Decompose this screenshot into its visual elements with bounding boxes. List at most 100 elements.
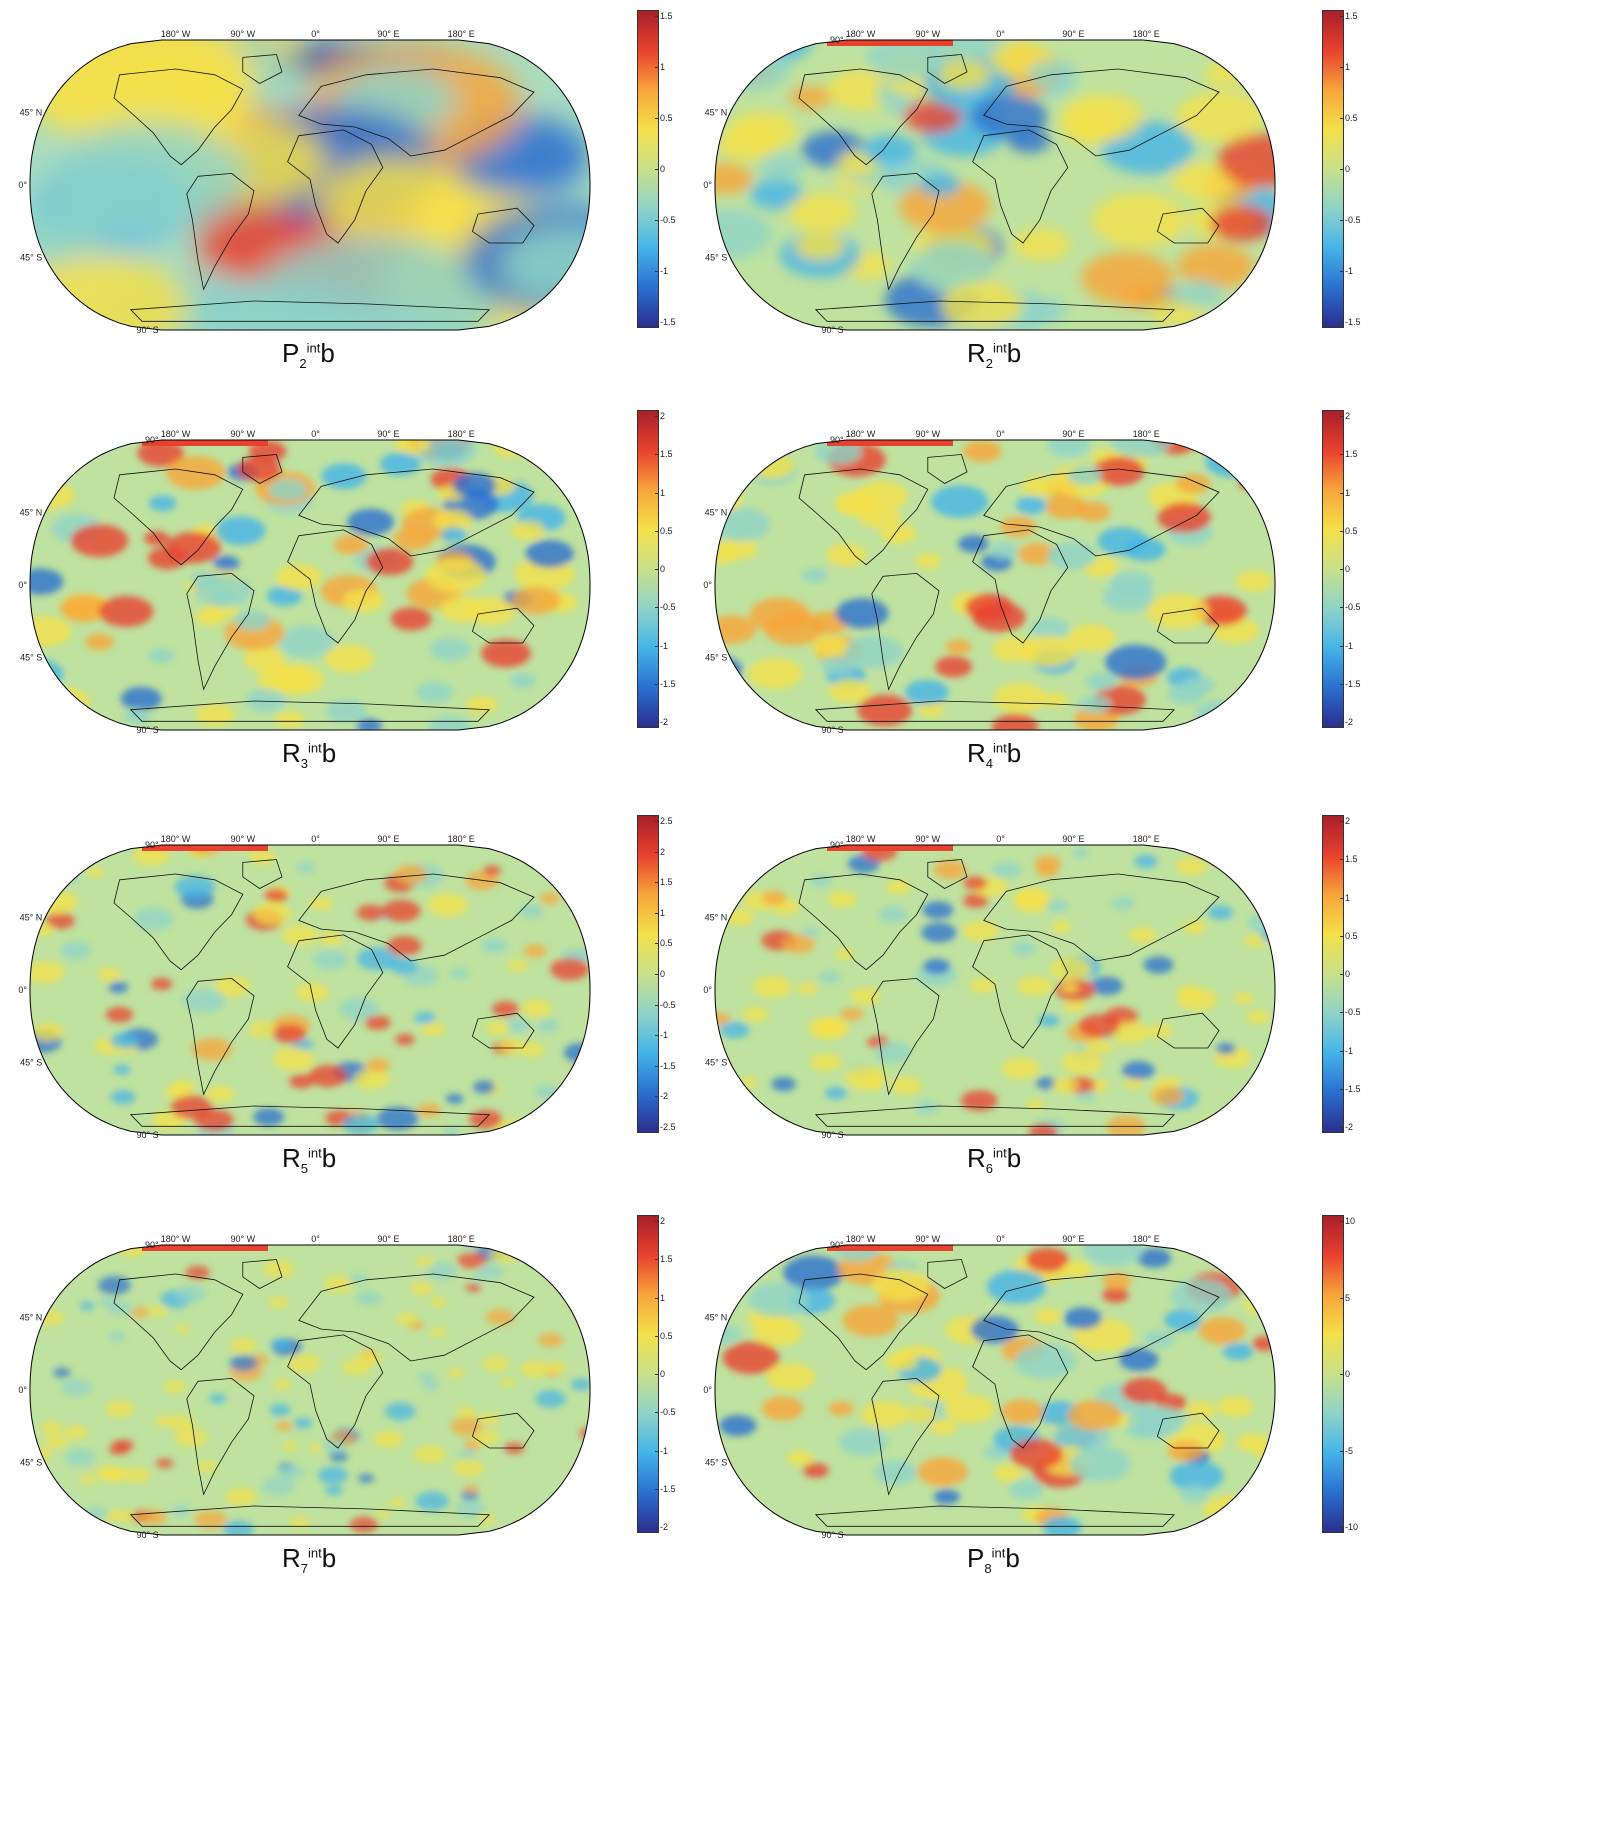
field-blob <box>430 1327 447 1337</box>
lat-label: 45° S <box>705 653 727 663</box>
field-blob <box>36 890 78 914</box>
field-blob <box>938 59 991 90</box>
field-blob <box>384 1402 416 1421</box>
coastlines <box>113 54 535 322</box>
lat-label: 0° <box>703 985 712 995</box>
field-blob <box>842 1304 899 1337</box>
field-blob <box>396 1312 418 1325</box>
label-base: R <box>282 1543 301 1573</box>
field-blob <box>99 595 154 627</box>
coastline <box>129 1105 491 1127</box>
field-blob <box>309 896 333 911</box>
field-blob <box>748 1282 809 1318</box>
field-blob <box>1091 193 1187 248</box>
field-blob <box>372 1430 403 1448</box>
field-blob <box>1105 644 1167 680</box>
field-layer <box>30 845 590 1135</box>
field-blob <box>192 1037 233 1061</box>
field-blob <box>1204 60 1250 87</box>
field-blob <box>225 1487 257 1506</box>
field-blob <box>134 907 174 931</box>
lat-label: 45° N <box>705 913 728 923</box>
coastlines <box>798 454 1220 722</box>
colorbar-tick: -1.5 <box>655 317 676 327</box>
field-blob <box>1083 1245 1144 1267</box>
field-blob <box>423 1381 440 1391</box>
field-blob <box>96 1465 122 1481</box>
label-suffix: b <box>1006 1143 1022 1173</box>
field-blob <box>512 586 561 615</box>
field-blob <box>455 1500 486 1518</box>
lat-label: 0° <box>18 180 27 190</box>
field-blob <box>61 1378 93 1397</box>
field-blob <box>465 1283 482 1293</box>
coastline <box>798 68 929 166</box>
colorbar-tick: 1 <box>654 907 666 918</box>
coastline <box>983 1273 1220 1362</box>
field-blobs <box>30 40 590 330</box>
field-blob <box>972 602 1026 633</box>
field-blob <box>742 310 782 330</box>
colorbar-tick: 0 <box>654 1369 666 1379</box>
map-svg: 180° W 90° W 0° 90° E 180° E 90° 45° N 0° 45° S 9… <box>703 1234 1276 1540</box>
field-blob <box>347 508 394 536</box>
field-blob <box>890 1077 922 1095</box>
field-blob <box>787 1450 813 1466</box>
coastline <box>1156 607 1220 644</box>
lon-label: 0° <box>311 29 320 39</box>
lon-label: 90° W <box>230 834 255 844</box>
field-blob <box>724 908 755 926</box>
field-blob <box>30 443 61 473</box>
field-blob <box>827 891 857 908</box>
field-blob <box>850 987 880 1005</box>
coastline <box>471 207 535 244</box>
field-blob <box>872 1268 930 1302</box>
field-blob <box>150 977 173 990</box>
field-blob <box>1102 1272 1132 1290</box>
field-blob <box>904 100 962 133</box>
field-blob <box>86 867 104 878</box>
field-blob <box>525 540 574 568</box>
field-blob <box>1051 920 1072 933</box>
field-blob <box>783 1255 844 1291</box>
label-base: R <box>967 738 986 768</box>
field-blob <box>521 999 552 1018</box>
label-suffix: b <box>1006 338 1022 368</box>
colorbar-tick: 0 <box>654 164 666 174</box>
field-blob <box>963 893 989 908</box>
colorbar-tick: 0 <box>1339 164 1351 174</box>
field-blob <box>481 639 531 668</box>
field-blob <box>393 527 434 551</box>
field-blob <box>810 874 832 888</box>
coastline <box>972 129 1069 244</box>
field-blob <box>766 1363 816 1392</box>
field-blob <box>920 173 961 197</box>
field-blob <box>1014 887 1050 908</box>
field-blob <box>469 1110 503 1129</box>
field-blob <box>189 569 221 588</box>
field-blob <box>740 1077 758 1088</box>
field-blob <box>929 1419 958 1435</box>
field-blob <box>296 862 316 874</box>
field-blob <box>45 912 75 929</box>
field-blob <box>426 1261 458 1280</box>
field-blob <box>923 958 951 975</box>
field-blob <box>1167 1441 1204 1462</box>
colorbar: 2 1.5 1 0.5 0 -0.5 -1 -1.5 -2 <box>1322 815 1361 1133</box>
field-blob <box>885 879 912 895</box>
field-blob <box>1198 1317 1246 1345</box>
field-layer <box>715 1245 1275 1535</box>
lat-label: 0° <box>703 1385 712 1395</box>
colorbar-tick: -2 <box>1339 1122 1354 1132</box>
field-blob <box>1128 927 1157 944</box>
lat-label: 90° S <box>821 1530 843 1540</box>
label-superscript: int <box>993 1145 1007 1161</box>
panel-label: R3intb <box>282 738 336 771</box>
field-blob <box>416 681 453 703</box>
coastline <box>983 68 1220 157</box>
field-blob <box>1238 473 1267 490</box>
coastline <box>927 1259 968 1289</box>
field-blob <box>539 1527 563 1535</box>
field-blob <box>498 1038 526 1054</box>
field-blob <box>445 1093 464 1104</box>
